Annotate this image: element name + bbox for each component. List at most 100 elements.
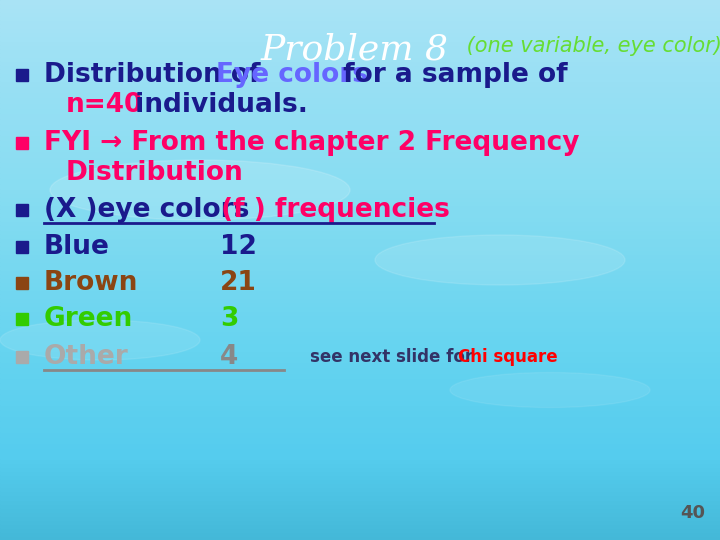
Bar [0,416,720,421]
Bar [0,32,720,36]
Bar [0,230,720,233]
Bar [0,432,720,437]
Bar [0,233,720,238]
Ellipse shape [0,320,200,360]
Bar [0,0,720,4]
Bar [0,157,720,162]
Bar [0,108,720,113]
Bar [0,362,720,367]
Text: 4: 4 [220,344,238,370]
Bar [0,258,720,262]
Text: FYI → From the chapter 2 Frequency: FYI → From the chapter 2 Frequency [44,130,580,156]
Bar [0,201,720,205]
Bar [0,189,720,193]
Bar [0,443,720,448]
Bar [0,421,720,427]
Bar [0,314,720,319]
Bar [0,356,720,362]
Bar [0,524,720,528]
Bar [0,193,720,197]
Bar [0,491,720,496]
Text: 12: 12 [220,234,257,260]
Bar [0,209,720,213]
Bar [0,49,720,53]
Bar [0,178,720,184]
Bar [0,294,720,298]
Bar [0,246,720,249]
Bar [0,217,720,221]
Text: Eye colors: Eye colors [216,62,368,88]
Bar [0,480,720,483]
Bar [0,274,720,278]
Bar [0,146,720,151]
Bar [0,86,720,92]
Bar [0,103,720,108]
Bar [0,367,720,373]
Text: Distribution of: Distribution of [44,62,269,88]
Bar [0,97,720,103]
Text: Green: Green [44,306,133,332]
Bar [0,278,720,282]
Ellipse shape [50,160,350,220]
Bar [0,528,720,532]
Bar [0,205,720,209]
Bar [0,238,720,241]
Bar [0,463,720,467]
Ellipse shape [450,373,650,408]
Bar [0,319,720,322]
Text: 21: 21 [220,270,257,296]
Bar [0,254,720,258]
Bar [0,24,720,28]
Bar [0,347,720,351]
Bar [0,310,720,314]
Bar [0,20,720,24]
Text: n=40: n=40 [66,92,143,118]
Bar [0,410,720,416]
Bar [0,135,720,140]
Text: (f ) frequencies: (f ) frequencies [212,197,450,223]
Bar [0,130,720,135]
Bar [0,475,720,480]
Bar [0,36,720,40]
Bar [0,343,720,347]
Bar [0,45,720,49]
Bar [0,437,720,443]
Bar [0,471,720,475]
Bar [0,512,720,516]
Text: Distribution: Distribution [66,160,244,186]
Text: Chi square: Chi square [458,348,557,366]
Bar [0,241,720,246]
Bar [0,298,720,302]
Bar [0,167,720,173]
Bar [0,197,720,201]
Bar [0,291,720,294]
Bar [0,400,720,405]
Bar [0,53,720,57]
Bar [0,60,720,65]
Bar [0,113,720,119]
Bar [0,162,720,167]
Bar [0,140,720,146]
Bar [0,270,720,274]
Bar [0,213,720,217]
Bar [0,28,720,32]
Bar [0,454,720,459]
Bar [0,503,720,508]
Bar [0,92,720,97]
Bar [0,405,720,410]
Bar [0,383,720,389]
Bar [0,151,720,157]
Text: Brown: Brown [44,270,138,296]
Bar [0,373,720,378]
Bar [0,226,720,230]
Bar [0,4,720,8]
Bar [0,73,720,77]
Text: Problem 8: Problem 8 [261,32,449,66]
Bar [0,40,720,45]
Text: 3: 3 [220,306,238,332]
Bar [0,184,720,189]
Bar [0,286,720,291]
Bar [0,119,720,124]
Bar [0,536,720,540]
Text: Blue: Blue [44,234,110,260]
